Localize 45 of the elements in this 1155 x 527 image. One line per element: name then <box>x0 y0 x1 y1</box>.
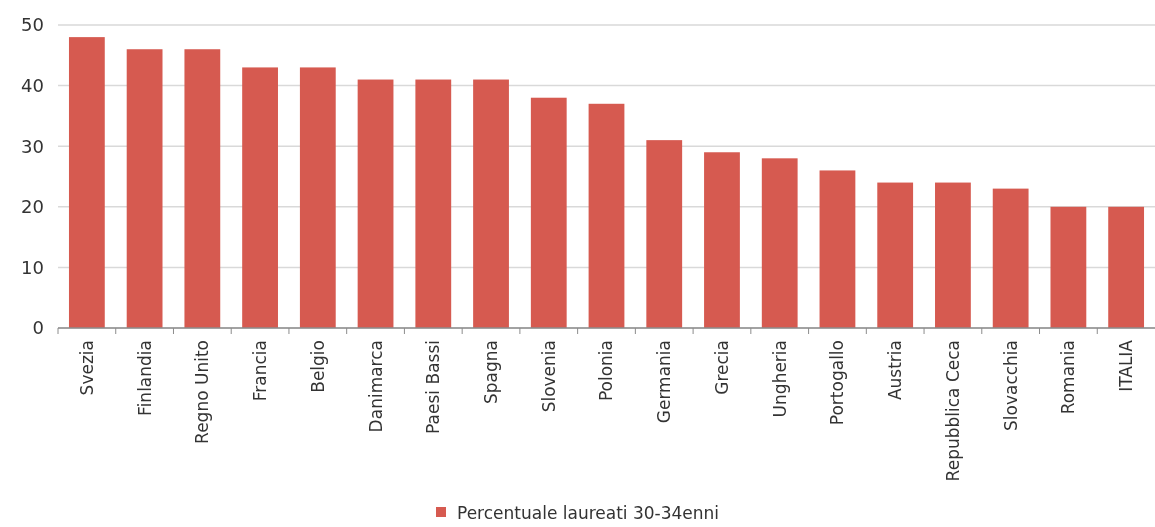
x-tick-label: Slovacchia <box>1000 340 1021 432</box>
bar <box>357 79 394 328</box>
x-tick-label: Spagna <box>480 340 501 404</box>
x-tick-label: Francia <box>250 340 271 402</box>
x-tick-label: Danimarca <box>365 340 386 433</box>
y-tick-label: 20 <box>21 196 44 218</box>
bar <box>184 49 221 328</box>
x-tick-label: Polonia <box>596 340 617 402</box>
x-tick-label: Paesi Bassi <box>423 340 444 434</box>
bar <box>415 79 452 328</box>
x-tick-label: Germania <box>654 340 675 424</box>
x-tick-label: Finlandia <box>134 340 155 416</box>
bar <box>992 188 1029 328</box>
bar <box>126 49 163 328</box>
bar <box>761 158 798 328</box>
x-tick-label: Portogallo <box>827 340 848 426</box>
y-tick-label: 50 <box>21 14 44 36</box>
y-tick-label: 0 <box>32 317 44 339</box>
y-tick-label: 40 <box>21 74 44 96</box>
x-tick-label: Regno Unito <box>192 340 213 444</box>
x-tick-label: Slovenia <box>538 340 559 413</box>
bar <box>242 67 278 328</box>
x-tick-label: Svezia <box>76 340 97 396</box>
bar <box>877 182 914 328</box>
x-tick-label: Repubblica Ceca <box>942 340 963 482</box>
y-tick-label: 10 <box>21 256 44 278</box>
y-tick-label: 30 <box>21 135 44 157</box>
bar <box>473 79 509 328</box>
x-tick-label: Austria <box>885 340 906 401</box>
bar <box>1108 206 1145 328</box>
bar <box>68 37 105 328</box>
bar <box>299 67 336 328</box>
legend-label: Percentuale laureati 30-34enni <box>457 502 720 523</box>
bar <box>704 152 740 328</box>
x-tick-label: Belgio <box>307 340 328 393</box>
bar <box>935 182 971 328</box>
bar <box>530 97 567 328</box>
x-tick-label: ITALIA <box>1116 339 1137 392</box>
bar <box>819 170 856 328</box>
bar <box>1050 206 1087 328</box>
x-tick-label: Grecia <box>711 340 732 395</box>
bar <box>646 140 683 328</box>
x-tick-label: Ungheria <box>769 340 790 418</box>
bar <box>588 103 625 328</box>
x-tick-label: Romania <box>1058 340 1079 415</box>
